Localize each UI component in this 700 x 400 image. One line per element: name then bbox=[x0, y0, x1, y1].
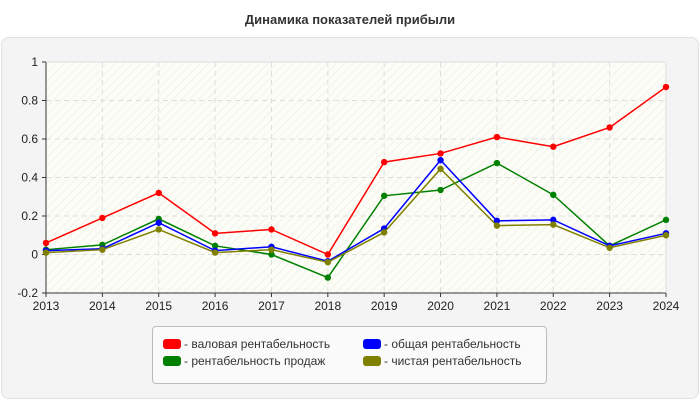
data-point bbox=[550, 221, 557, 228]
y-tick-label: 0.4 bbox=[21, 171, 38, 185]
legend: - валовая рентабельность - общая рентабе… bbox=[152, 326, 547, 384]
legend-label: - общая рентабельность bbox=[384, 337, 521, 351]
legend-item: - чистая рентабельность bbox=[363, 354, 521, 368]
legend-swatch bbox=[363, 356, 381, 366]
data-point bbox=[268, 246, 275, 253]
x-tick-label: 2021 bbox=[484, 299, 511, 313]
data-point bbox=[211, 249, 219, 256]
data-point bbox=[324, 251, 332, 258]
x-tick-label: 2023 bbox=[596, 299, 623, 313]
series-line bbox=[45, 162, 667, 279]
data-point bbox=[437, 156, 444, 164]
data-point bbox=[42, 239, 50, 247]
data-point bbox=[155, 219, 162, 226]
y-tick-label: 0.6 bbox=[21, 132, 38, 146]
data-point bbox=[211, 242, 219, 250]
data-point bbox=[324, 274, 332, 281]
data-point bbox=[437, 150, 444, 157]
y-tick-label: 0.2 bbox=[21, 209, 38, 223]
data-point bbox=[493, 159, 501, 167]
legend-swatch bbox=[363, 339, 381, 349]
legend-swatch bbox=[163, 356, 181, 366]
data-point bbox=[380, 229, 388, 236]
legend-item: - рентабельность продаж bbox=[163, 354, 325, 368]
x-tick-label: 2018 bbox=[314, 299, 341, 313]
data-point bbox=[437, 186, 444, 194]
legend-label: - рентабельность продаж bbox=[184, 354, 326, 368]
data-point bbox=[268, 251, 275, 258]
series-line bbox=[45, 167, 667, 263]
y-tick-label: 1 bbox=[31, 55, 38, 69]
data-point bbox=[380, 192, 388, 199]
x-tick-label: 2013 bbox=[33, 299, 60, 313]
y-tick-label: -0.2 bbox=[17, 286, 38, 300]
legend-swatch bbox=[163, 339, 181, 349]
data-point bbox=[437, 165, 444, 173]
data-point bbox=[493, 133, 501, 141]
series-line bbox=[45, 86, 667, 256]
legend-item: - валовая рентабельность bbox=[163, 337, 330, 351]
legend-item: - общая рентабельность bbox=[363, 337, 521, 351]
data-point bbox=[99, 246, 106, 253]
x-tick-label: 2019 bbox=[371, 299, 398, 313]
data-point bbox=[606, 124, 613, 131]
x-tick-label: 2016 bbox=[202, 299, 229, 313]
y-tick-label: 0.8 bbox=[21, 94, 38, 108]
x-tick-label: 2022 bbox=[540, 299, 567, 313]
x-tick-label: 2015 bbox=[145, 299, 172, 313]
legend-label: - чистая рентабельность bbox=[384, 354, 522, 368]
y-tick-label: 0 bbox=[31, 248, 38, 262]
data-point bbox=[155, 226, 162, 233]
data-point bbox=[606, 244, 613, 251]
data-point bbox=[550, 216, 557, 224]
data-point bbox=[662, 216, 670, 224]
chart-title: Динамика показателей прибыли bbox=[244, 12, 456, 27]
x-tick-label: 2017 bbox=[258, 299, 285, 313]
data-point bbox=[99, 214, 106, 222]
data-point bbox=[550, 143, 557, 150]
x-tick-label: 2014 bbox=[89, 299, 116, 313]
legend-label: - валовая рентабельность bbox=[184, 337, 331, 351]
data-point bbox=[493, 222, 501, 229]
data-point bbox=[324, 259, 332, 266]
data-point bbox=[380, 158, 388, 166]
data-point bbox=[155, 189, 162, 197]
x-tick-label: 2020 bbox=[427, 299, 454, 313]
x-tick-label: 2024 bbox=[653, 299, 680, 313]
data-point bbox=[662, 232, 670, 239]
data-point bbox=[268, 226, 275, 233]
data-point bbox=[42, 249, 50, 256]
series-line bbox=[45, 159, 667, 263]
data-point bbox=[211, 230, 219, 237]
data-point bbox=[493, 217, 501, 225]
data-point bbox=[662, 83, 670, 91]
data-point bbox=[550, 191, 557, 199]
